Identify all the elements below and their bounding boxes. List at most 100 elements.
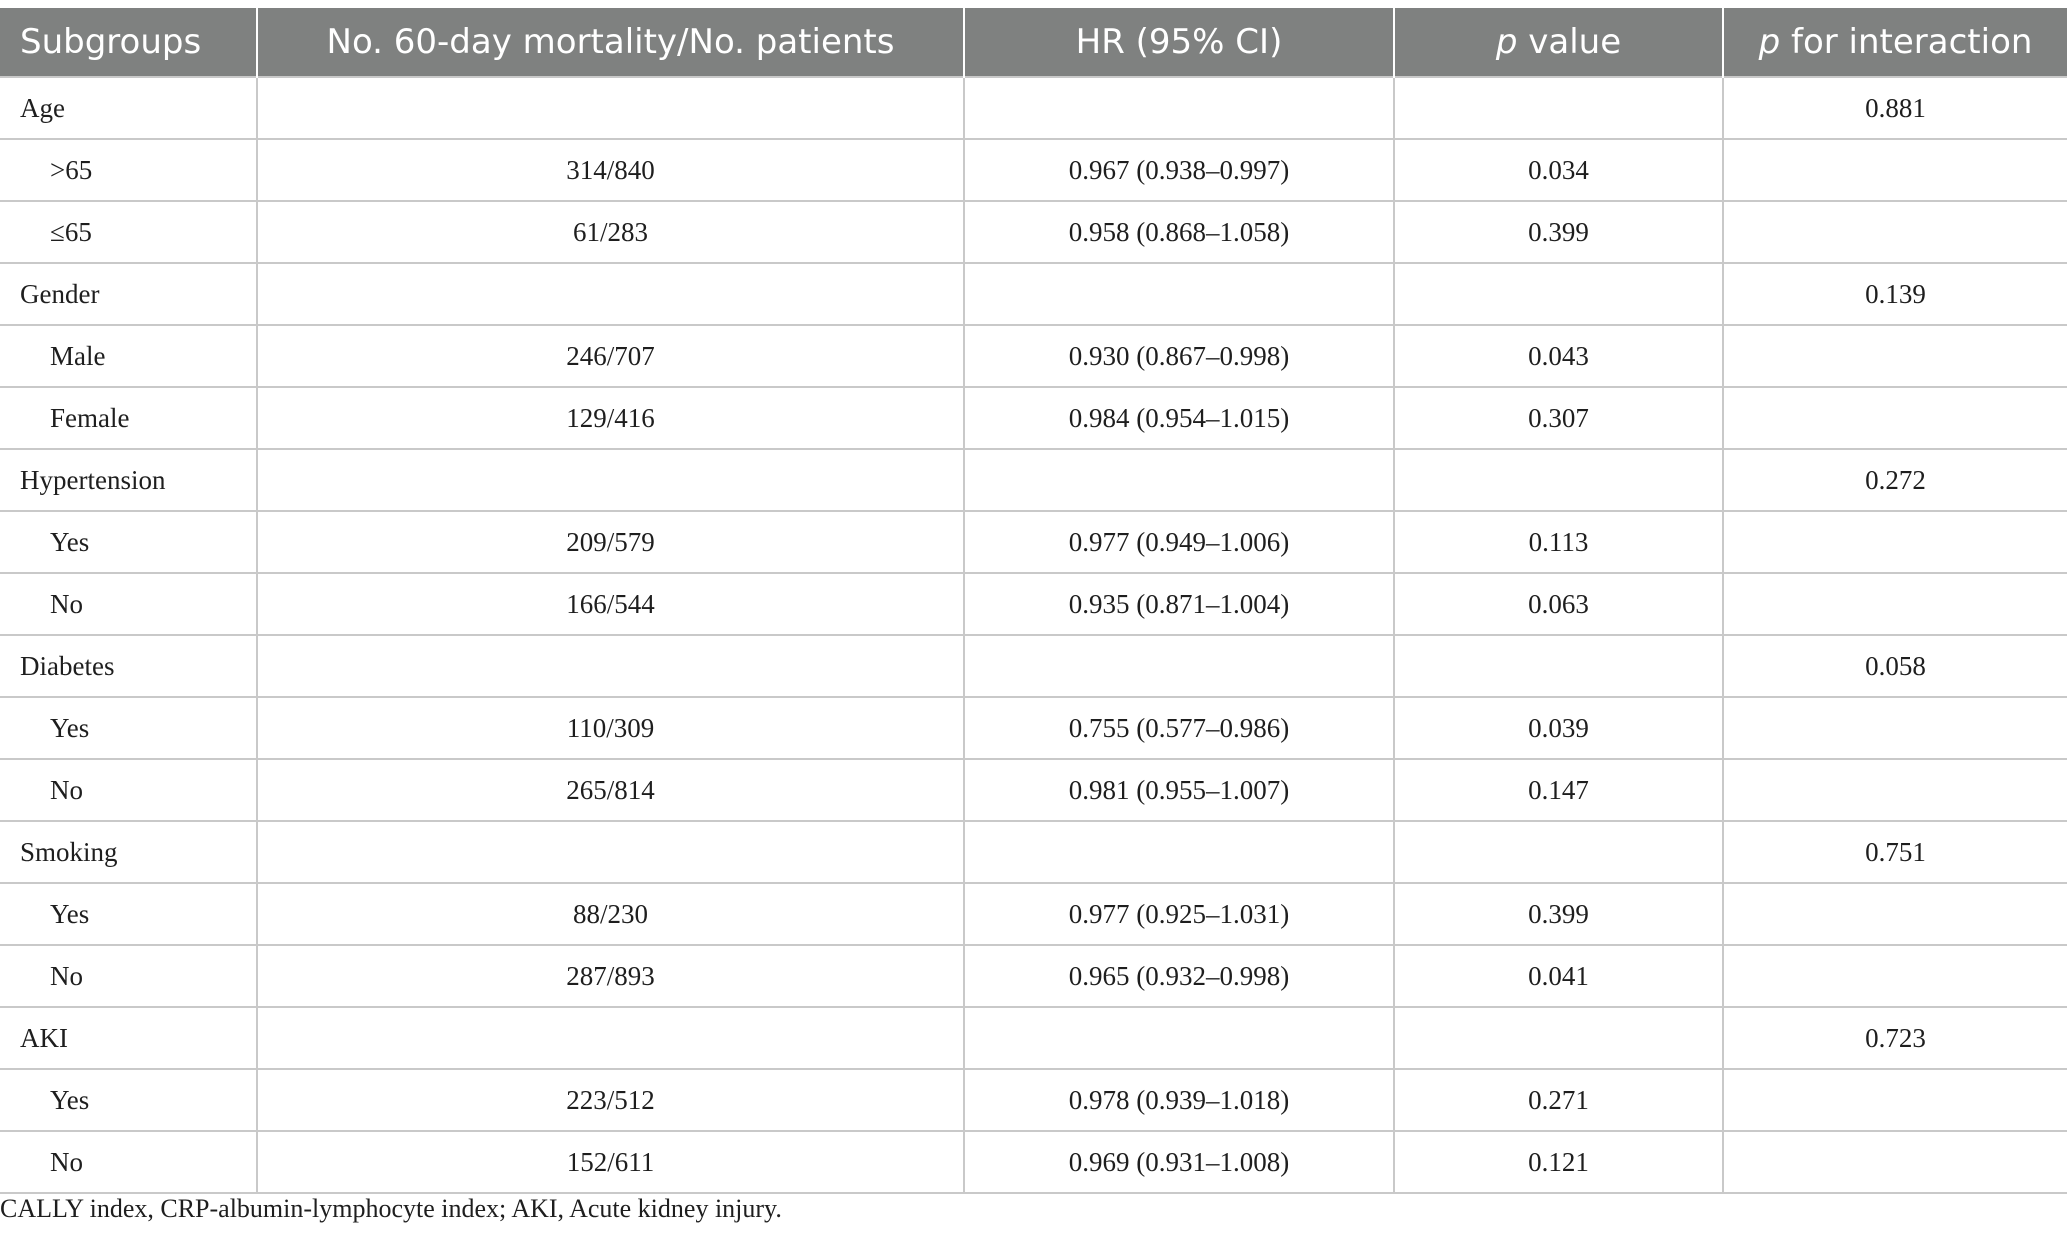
p-value-cell: 0.147	[1393, 758, 1723, 821]
p-interaction-cell	[1722, 1130, 2067, 1194]
p-value-cell	[1393, 448, 1723, 511]
group-row: Diabetes 0.058	[0, 634, 2067, 697]
subgroup-cell: >65	[0, 138, 257, 201]
p-interaction-cell: 0.058	[1722, 634, 2067, 697]
mortality-cell: 265/814	[256, 758, 964, 821]
table-body: Age 0.881 >65 314/840 0.967 (0.938–0.997) 0.0…	[0, 76, 2067, 1194]
subgroup-row: Male 246/707 0.930 (0.867–0.998) 0.043	[0, 324, 2067, 387]
p-value-cell: 0.041	[1393, 944, 1723, 1007]
p-interaction-cell: 0.751	[1722, 820, 2067, 883]
subgroup-cell: No	[0, 1130, 257, 1194]
subgroup-cell: Age	[0, 76, 257, 139]
p-interaction-cell	[1722, 1068, 2067, 1131]
p-value-cell	[1393, 76, 1723, 139]
subgroup-cell: Hypertension	[0, 448, 257, 511]
hr-cell	[963, 1006, 1394, 1069]
mortality-cell: 166/544	[256, 572, 964, 635]
p-interaction-cell	[1722, 758, 2067, 821]
mortality-cell: 287/893	[256, 944, 964, 1007]
mortality-cell: 61/283	[256, 200, 964, 263]
subgroup-cell: ≤65	[0, 200, 257, 263]
subgroup-row: No 152/611 0.969 (0.931–1.008) 0.121	[0, 1130, 2067, 1194]
mortality-cell: 223/512	[256, 1068, 964, 1131]
p-value-cell: 0.039	[1393, 696, 1723, 759]
p-value-cell: 0.399	[1393, 200, 1723, 263]
p-interaction-cell	[1722, 572, 2067, 635]
subgroup-cell: Yes	[0, 1068, 257, 1131]
subgroup-row: No 166/544 0.935 (0.871–1.004) 0.063	[0, 572, 2067, 635]
p-value-cell	[1393, 634, 1723, 697]
p-value-cell	[1393, 1006, 1723, 1069]
hr-cell	[963, 262, 1394, 325]
subgroup-row: Yes 223/512 0.978 (0.939–1.018) 0.271	[0, 1068, 2067, 1131]
subgroup-cell: Smoking	[0, 820, 257, 883]
hr-cell: 0.935 (0.871–1.004)	[963, 572, 1394, 635]
header-mortality: No. 60-day mortality/No. patients	[256, 8, 964, 77]
header-p-value: p value	[1393, 8, 1723, 77]
hr-cell	[963, 820, 1394, 883]
hr-cell: 0.958 (0.868–1.058)	[963, 200, 1394, 263]
subgroup-row: >65 314/840 0.967 (0.938–0.997) 0.034	[0, 138, 2067, 201]
p-interaction-cell	[1722, 944, 2067, 1007]
group-row: Smoking 0.751	[0, 820, 2067, 883]
subgroup-cell: Female	[0, 386, 257, 449]
subgroup-cell: No	[0, 572, 257, 635]
subgroup-analysis-table: Subgroups No. 60-day mortality/No. patie…	[0, 8, 2067, 1194]
mortality-cell: 129/416	[256, 386, 964, 449]
hr-cell: 0.965 (0.932–0.998)	[963, 944, 1394, 1007]
subgroup-cell: Yes	[0, 696, 257, 759]
hr-cell: 0.981 (0.955–1.007)	[963, 758, 1394, 821]
mortality-cell	[256, 76, 964, 139]
mortality-cell: 110/309	[256, 696, 964, 759]
subgroup-row: ≤65 61/283 0.958 (0.868–1.058) 0.399	[0, 200, 2067, 263]
hr-cell: 0.930 (0.867–0.998)	[963, 324, 1394, 387]
header-p-value-rest: value	[1517, 22, 1622, 62]
subgroup-cell: Male	[0, 324, 257, 387]
group-row: Hypertension 0.272	[0, 448, 2067, 511]
subgroup-cell: No	[0, 944, 257, 1007]
subgroup-cell: Yes	[0, 510, 257, 573]
header-row: Subgroups No. 60-day mortality/No. patie…	[0, 8, 2067, 77]
p-interaction-cell	[1722, 386, 2067, 449]
subgroup-table-container: Subgroups No. 60-day mortality/No. patie…	[0, 8, 2067, 1194]
subgroup-cell: Gender	[0, 262, 257, 325]
p-interaction-cell: 0.723	[1722, 1006, 2067, 1069]
header-subgroups: Subgroups	[0, 8, 257, 77]
mortality-cell: 88/230	[256, 882, 964, 945]
mortality-cell	[256, 1006, 964, 1069]
mortality-cell: 209/579	[256, 510, 964, 573]
p-interaction-cell	[1722, 882, 2067, 945]
header-p-interaction: p for interaction	[1722, 8, 2067, 77]
p-interaction-cell: 0.881	[1722, 76, 2067, 139]
p-value-cell: 0.113	[1393, 510, 1723, 573]
subgroup-cell: Diabetes	[0, 634, 257, 697]
hr-cell	[963, 634, 1394, 697]
p-value-cell: 0.034	[1393, 138, 1723, 201]
p-interaction-cell: 0.272	[1722, 448, 2067, 511]
p-interaction-cell	[1722, 696, 2067, 759]
table-header: Subgroups No. 60-day mortality/No. patie…	[0, 8, 2067, 77]
subgroup-row: No 265/814 0.981 (0.955–1.007) 0.147	[0, 758, 2067, 821]
p-value-cell: 0.307	[1393, 386, 1723, 449]
mortality-cell	[256, 820, 964, 883]
subgroup-row: No 287/893 0.965 (0.932–0.998) 0.041	[0, 944, 2067, 1007]
subgroup-row: Yes 209/579 0.977 (0.949–1.006) 0.113	[0, 510, 2067, 573]
p-value-cell: 0.271	[1393, 1068, 1723, 1131]
subgroup-row: Yes 88/230 0.977 (0.925–1.031) 0.399	[0, 882, 2067, 945]
p-value-cell: 0.399	[1393, 882, 1723, 945]
hr-cell	[963, 76, 1394, 139]
p-value-cell: 0.043	[1393, 324, 1723, 387]
p-interaction-cell	[1722, 200, 2067, 263]
subgroup-cell: AKI	[0, 1006, 257, 1069]
subgroup-row: Yes 110/309 0.755 (0.577–0.986) 0.039	[0, 696, 2067, 759]
group-row: Age 0.881	[0, 76, 2067, 139]
subgroup-cell: No	[0, 758, 257, 821]
group-row: Gender 0.139	[0, 262, 2067, 325]
hr-cell: 0.977 (0.925–1.031)	[963, 882, 1394, 945]
header-hr: HR (95% CI)	[963, 8, 1394, 77]
subgroup-cell: Yes	[0, 882, 257, 945]
hr-cell: 0.977 (0.949–1.006)	[963, 510, 1394, 573]
p-value-cell	[1393, 820, 1723, 883]
group-row: AKI 0.723	[0, 1006, 2067, 1069]
header-p-interaction-rest: for interaction	[1780, 22, 2033, 62]
